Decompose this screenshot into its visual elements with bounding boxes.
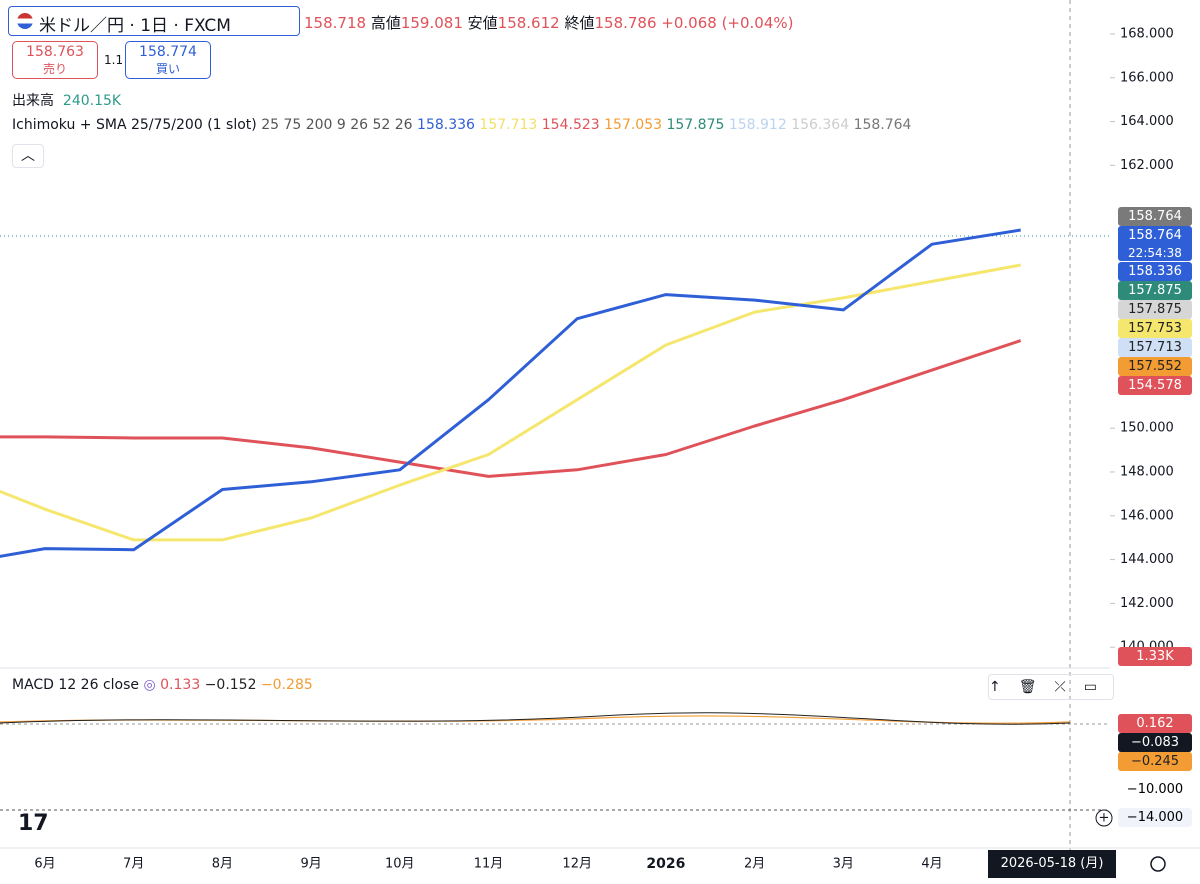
x-tick-label: 10月 [385, 857, 415, 872]
x-tick-label: 3月 [833, 857, 854, 872]
x-tick-label: 4月 [921, 857, 942, 872]
y-tick-label: 146.000 [1120, 508, 1174, 523]
y-tick-label: 142.000 [1120, 596, 1174, 611]
tv-logo: 17 [18, 811, 49, 836]
badge-countdown: 22:54:38 [1128, 246, 1182, 260]
indicator-value: 154.523 [541, 117, 600, 133]
indicator-value: 156.364 [791, 117, 850, 133]
badge-price: 154.578 [1128, 378, 1182, 393]
symbol-box[interactable]: 米ドル／円 · 1日 · FXCM [8, 6, 300, 36]
indicator-label: Ichimoku + SMA 25/75/200 (1 slot) [12, 117, 257, 133]
high: 159.081 [400, 14, 463, 32]
badge-price: 158.764 [1128, 209, 1182, 224]
x-tick-label: 2月 [744, 857, 765, 872]
buy-price: 158.774 [139, 44, 197, 60]
badge-price: 158.764 [1128, 228, 1182, 243]
indicator-value: 157.053 [604, 117, 663, 133]
add-plus[interactable]: + [1099, 811, 1110, 826]
badge-price: 157.875 [1128, 283, 1182, 298]
price-badge: 157.875 [1118, 300, 1192, 319]
macd-axis-label: −14.000 [1118, 808, 1192, 827]
macd-line [0, 712, 1071, 725]
indicator-value: 157.875 [666, 117, 725, 133]
price-badge: 157.713 [1118, 338, 1192, 357]
price-badge: 157.753 [1118, 319, 1192, 338]
macd-legend: MACD 12 26 close ◎ 0.133 −0.152 −0.285 [12, 677, 313, 693]
macd-badge: −0.245 [1118, 752, 1192, 771]
badge-price: 157.552 [1128, 359, 1182, 374]
settings-icon[interactable] [1150, 856, 1166, 872]
indicator-value: 158.764 [853, 117, 912, 133]
volume-label: 出来高 [12, 93, 54, 109]
badge-price: 157.713 [1128, 340, 1182, 355]
flag [17, 13, 33, 29]
volume-badge: 1.33K [1118, 647, 1192, 666]
macd-label: MACD 12 26 close [12, 677, 140, 693]
sell-label: 売り [42, 62, 67, 76]
close-label: 終値 [564, 14, 595, 32]
indicator-value: 157.713 [479, 117, 538, 133]
buy-label: 買い [155, 62, 180, 76]
price-badge: 158.336 [1118, 262, 1192, 281]
sma-line [0, 228, 1021, 558]
symbol: 米ドル／円 · 1日 · FXCM [39, 16, 231, 36]
price-badge: 154.578 [1118, 376, 1192, 395]
y-tick-label: 148.000 [1120, 464, 1174, 479]
x-tick-label: 12月 [562, 857, 592, 872]
low: 158.612 [497, 14, 560, 32]
add-icon[interactable] [1095, 809, 1113, 827]
sell-price: 158.763 [26, 44, 84, 60]
x-tick-label: 8月 [212, 857, 233, 872]
macd-icon: ◎ [143, 677, 156, 693]
x-tick-label: 11月 [474, 857, 504, 872]
price-badge: 158.764 22:54:38 [1118, 226, 1192, 261]
price-badge: 157.875 [1118, 281, 1192, 300]
change: +0.068 (+0.04%) [661, 14, 794, 32]
macd-value: −0.285 [260, 677, 313, 693]
volume-legend: 出来高 240.15K [12, 90, 121, 110]
overlay-lines [0, 228, 1022, 558]
date-badge: 2026-05-18 (月) [988, 850, 1116, 878]
open: 158.718 [304, 14, 367, 32]
buy-button[interactable]: 158.774 買い [125, 41, 211, 79]
x-tick-label: 7月 [123, 857, 144, 872]
spread: 1.1 [104, 53, 124, 67]
low-label: 安値 [467, 14, 498, 32]
collapse-button[interactable]: ︿ [12, 144, 44, 168]
badge-price: 157.753 [1128, 321, 1182, 336]
macd-value: 0.133 [160, 677, 201, 693]
indicator-params: 25 75 200 9 26 52 26 [261, 117, 413, 133]
y-tick-label: 166.000 [1120, 70, 1174, 85]
x-tick-label: 6月 [34, 857, 55, 872]
sell-button[interactable]: 158.763 売り [12, 41, 98, 79]
x-tick-label: 9月 [300, 857, 321, 872]
y-tick-label: 150.000 [1120, 421, 1174, 436]
high-label: 高値 [370, 14, 401, 32]
macd-badge: −0.083 [1118, 733, 1192, 752]
indicator-value: 158.912 [728, 117, 787, 133]
ohlc: 158.718 高値159.081 安値158.612 終値158.786 +0… [304, 12, 794, 33]
ichimoku-legend: Ichimoku + SMA 25/75/200 (1 slot) 25 75 … [12, 117, 911, 133]
badge-price: 158.336 [1128, 264, 1182, 279]
y-tick-label: 168.000 [1120, 26, 1174, 41]
macd-badge: 0.162 [1118, 714, 1192, 733]
close: 158.786 [594, 14, 657, 32]
x-tick-label: 2026 [646, 856, 685, 872]
badge-price: 157.875 [1128, 302, 1182, 317]
pane-controls[interactable]: ↑🗑⤫▭ [988, 674, 1114, 700]
y-tick-label: 144.000 [1120, 552, 1174, 567]
indicator-value: 158.336 [417, 117, 475, 133]
price-badge: 158.764 [1118, 207, 1192, 226]
sma-line [0, 263, 1021, 542]
y-tick-label: 164.000 [1120, 114, 1174, 129]
volume-value: 240.15K [62, 93, 122, 109]
y-tick-label: 162.000 [1120, 158, 1174, 173]
macd-value: −0.152 [204, 677, 257, 693]
macd-axis-label: −10.000 [1126, 782, 1184, 797]
price-badge: 157.552 [1118, 357, 1192, 376]
sma-line [0, 339, 1022, 478]
